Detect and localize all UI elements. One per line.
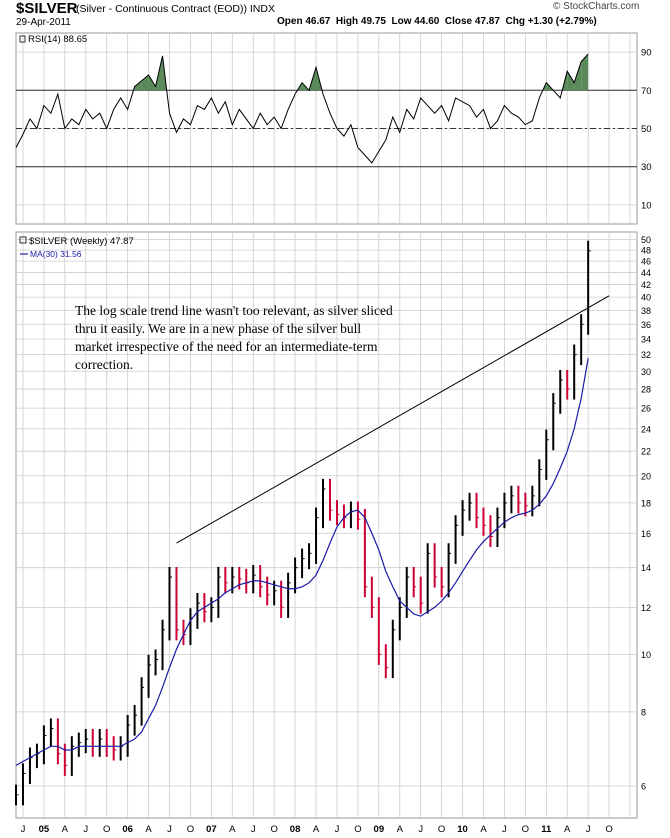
low-value: Low 44.60 xyxy=(391,16,440,27)
x-tick-label: O xyxy=(270,824,277,835)
x-tick-label: J xyxy=(418,824,423,835)
rsi-overbought-fill xyxy=(134,80,142,91)
x-tick-label: A xyxy=(62,824,69,835)
trend-line xyxy=(176,295,610,544)
x-tick-label: 11 xyxy=(541,824,552,835)
ohlc-readout: Open 46.67 High 49.75 Low 44.60 Close 47… xyxy=(277,16,597,27)
price-y-tick-label: 8 xyxy=(641,707,646,717)
x-tick-label: 08 xyxy=(290,824,301,835)
x-tick-label: J xyxy=(335,824,340,835)
x-tick-label: 10 xyxy=(457,824,468,835)
price-y-tick-label: 32 xyxy=(641,350,651,360)
x-tick-label: 07 xyxy=(206,824,217,835)
symbol-description: (Silver - Continuous Contract (EOD)) IND… xyxy=(76,3,275,15)
price-y-tick-label: 48 xyxy=(641,246,651,256)
x-tick-label: A xyxy=(397,824,404,835)
x-tick-label: J xyxy=(586,824,591,835)
description-text: (Silver - Continuous Contract (EOD)) xyxy=(76,3,247,15)
x-tick-label: J xyxy=(167,824,172,835)
x-tick-label: A xyxy=(564,824,571,835)
rsi-overbought-fill xyxy=(141,75,149,91)
price-legend-label: $SILVER (Weekly) 47.87 xyxy=(29,236,134,247)
price-y-tick-label: 14 xyxy=(641,563,651,573)
price-y-tick-label: 12 xyxy=(641,603,651,613)
open-value: Open 46.67 xyxy=(277,16,331,27)
rsi-y-tick-label: 90 xyxy=(641,48,652,59)
rsi-overbought-fill xyxy=(581,54,589,91)
price-y-tick-label: 50 xyxy=(641,235,651,245)
x-tick-label: O xyxy=(187,824,194,835)
x-tick-label: O xyxy=(354,824,361,835)
change-value: Chg +1.30 (+2.79%) xyxy=(505,16,597,27)
price-y-tick-label: 36 xyxy=(641,320,651,330)
price-y-tick-label: 16 xyxy=(641,529,651,539)
price-y-tick-label: 46 xyxy=(641,257,651,267)
price-y-tick-label: 24 xyxy=(641,424,651,434)
high-value: High 49.75 xyxy=(335,16,386,27)
date-label: 29-Apr-2011 xyxy=(16,17,71,28)
rsi-line xyxy=(15,53,589,164)
price-y-tick-label: 40 xyxy=(641,293,651,303)
chart-header: $SILVER (Silver - Continuous Contract (E… xyxy=(0,0,670,30)
x-tick-label: A xyxy=(480,824,487,835)
x-tick-label: O xyxy=(522,824,529,835)
rsi-y-tick-label: 50 xyxy=(641,124,652,135)
price-y-tick-label: 6 xyxy=(641,782,646,792)
x-tick-label: A xyxy=(313,824,320,835)
price-y-tick-label: 20 xyxy=(641,471,651,481)
ma-legend-label: MA(30) 31.56 xyxy=(30,249,82,259)
close-value: Close 47.87 xyxy=(444,16,500,27)
price-y-tick-label: 38 xyxy=(641,306,651,316)
rsi-legend-swatch xyxy=(19,35,26,43)
symbol-title: $SILVER xyxy=(16,0,78,17)
annotation-text: The log scale trend line wasn't too rele… xyxy=(75,303,393,372)
rsi-overbought-fill xyxy=(567,71,575,91)
x-tick-label: A xyxy=(229,824,236,835)
rsi-y-tick-label: 10 xyxy=(641,200,652,211)
price-y-tick-label: 34 xyxy=(641,335,651,345)
rsi-title: RSI(14) 88.65 xyxy=(28,34,87,45)
x-tick-label: J xyxy=(251,824,256,835)
price-y-tick-label: 26 xyxy=(641,404,651,414)
x-tick-label: J xyxy=(502,824,507,835)
price-panel-frame xyxy=(15,231,638,819)
exchange-label: INDX xyxy=(249,3,275,15)
price-y-tick-label: 28 xyxy=(641,385,651,395)
ma30-line xyxy=(15,358,589,766)
x-tick-label: J xyxy=(21,824,26,835)
x-tick-label: A xyxy=(145,824,152,835)
rsi-y-tick-label: 30 xyxy=(641,162,652,173)
price-legend-swatch xyxy=(19,236,27,244)
stockcharts-watermark: © StockCharts.com xyxy=(553,1,640,12)
x-tick-label: J xyxy=(83,824,88,835)
price-y-tick-label: 22 xyxy=(641,447,651,457)
price-y-tick-label: 44 xyxy=(641,268,651,278)
x-tick-label: 05 xyxy=(39,824,50,835)
x-tick-label: O xyxy=(103,824,110,835)
x-tick-label: 06 xyxy=(122,824,133,835)
x-tick-label: 09 xyxy=(374,824,385,835)
price-y-tick-label: 42 xyxy=(641,280,651,290)
price-y-tick-label: 30 xyxy=(641,367,651,377)
rsi-y-tick-label: 70 xyxy=(641,86,652,97)
rsi-overbought-fill xyxy=(574,61,582,91)
x-tick-label: O xyxy=(438,824,445,835)
price-y-tick-label: 18 xyxy=(641,498,651,508)
x-tick-label: O xyxy=(605,824,612,835)
price-y-tick-label: 10 xyxy=(641,650,651,660)
